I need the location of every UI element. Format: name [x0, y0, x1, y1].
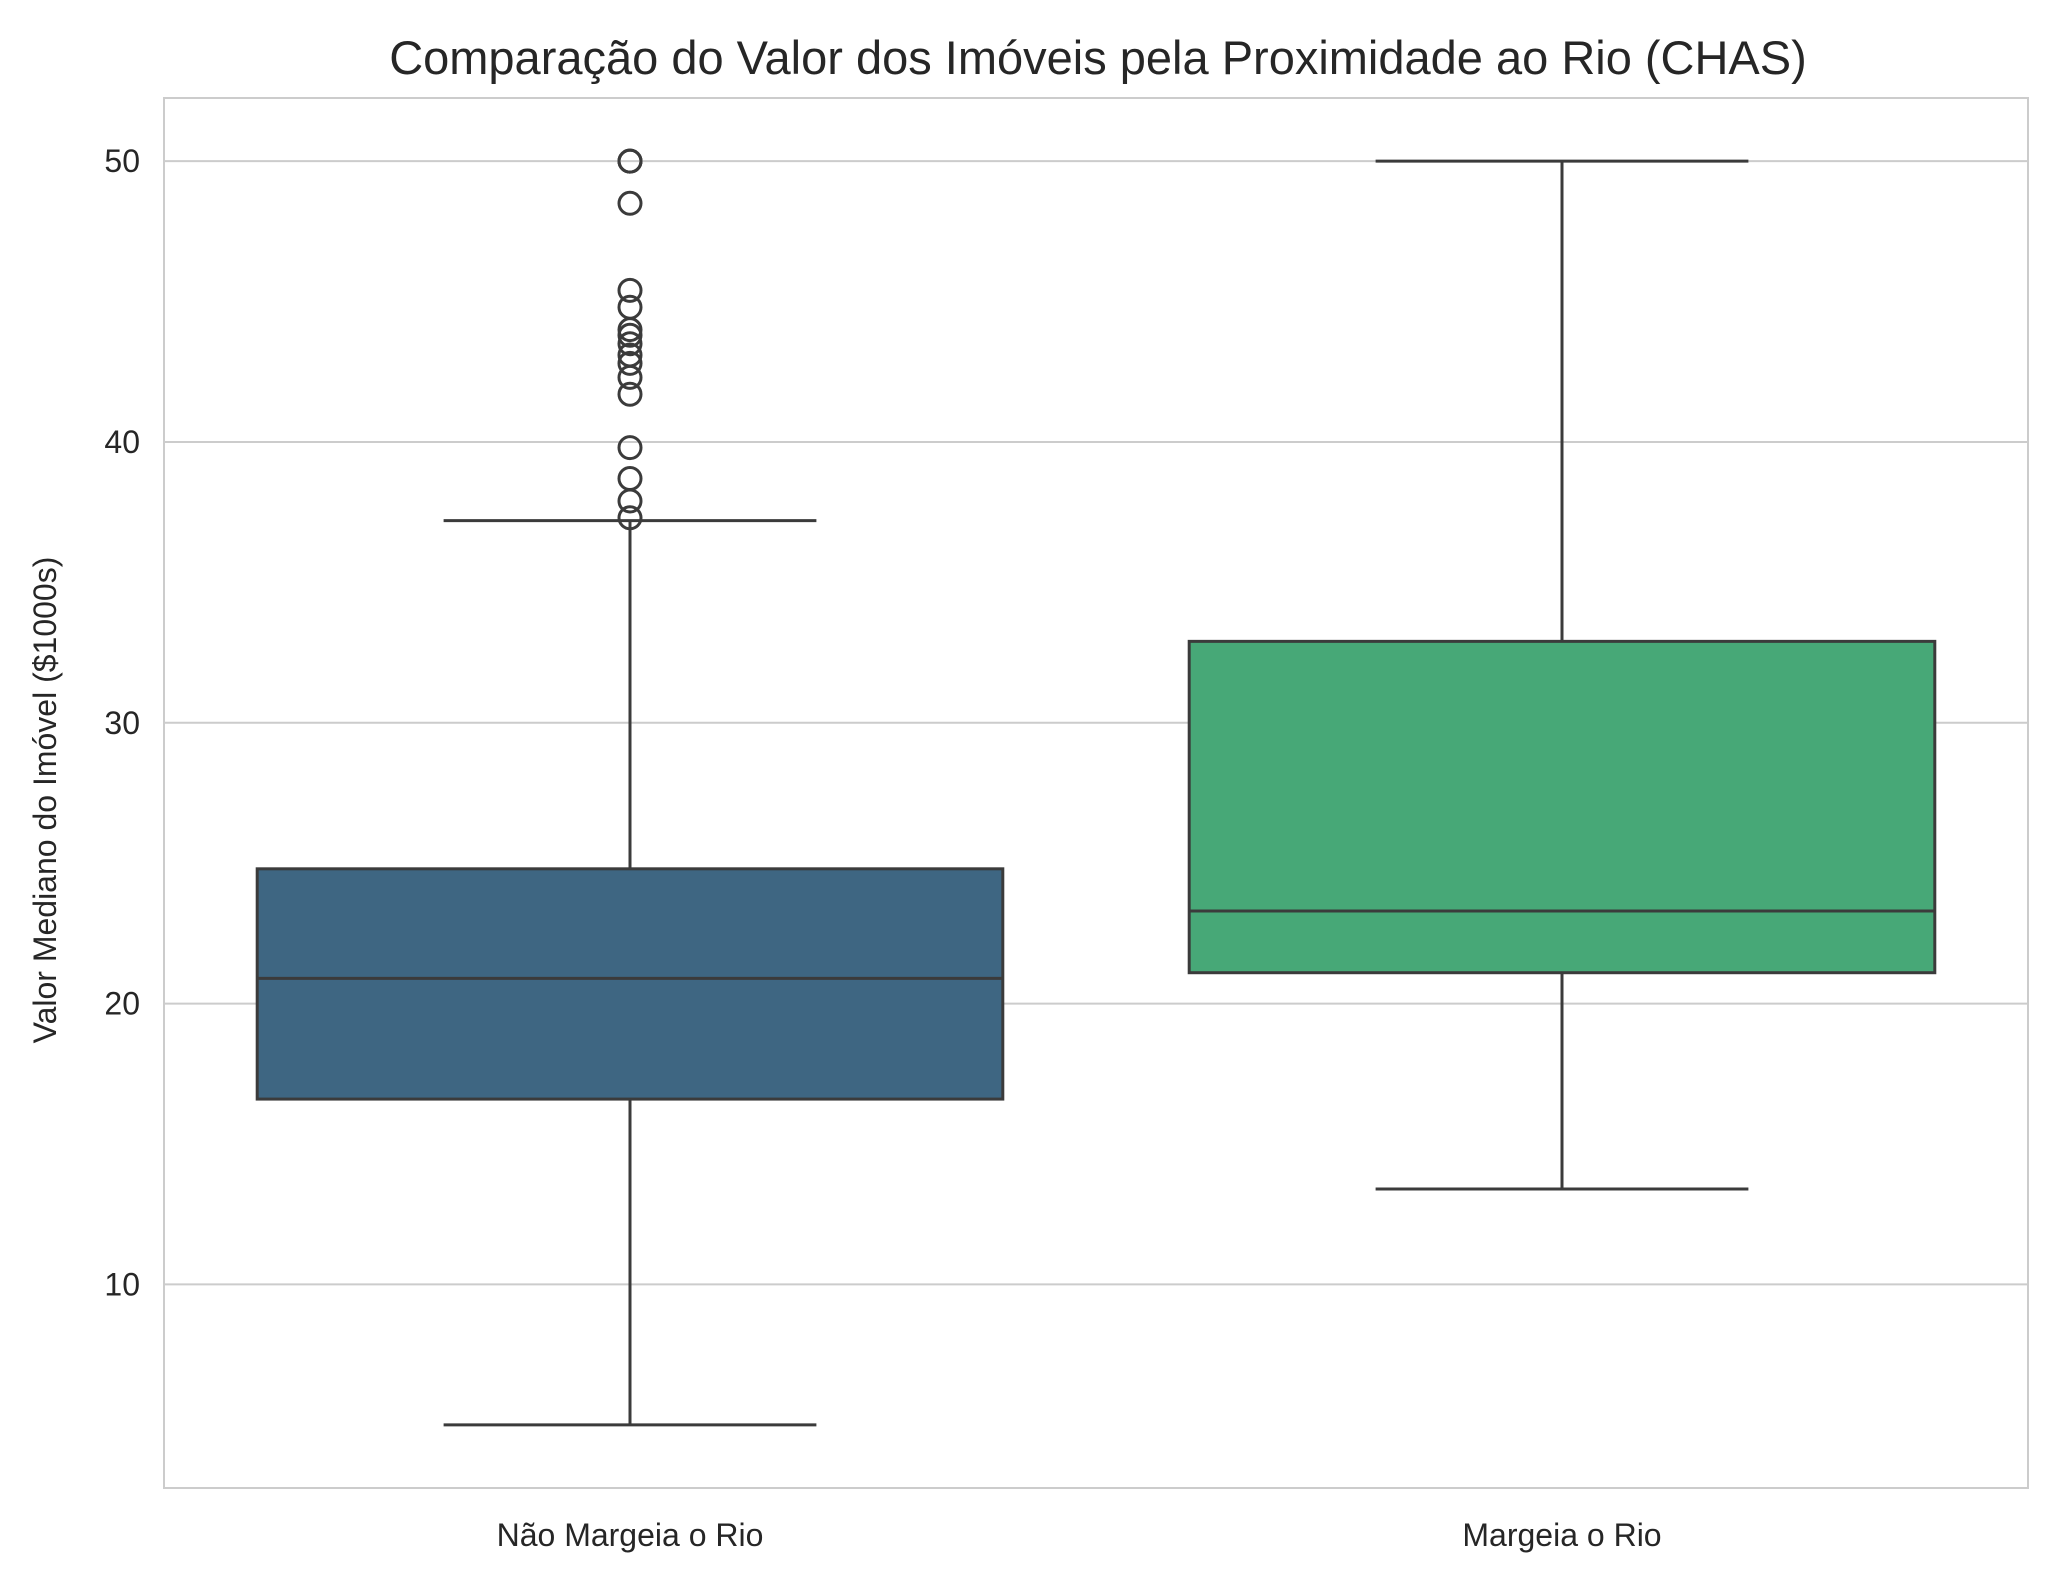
axis-ticks: 10 20 30 40 50 Não Margeia o Rio Margeia o Rio: [104, 143, 1661, 1553]
outlier-point: [617, 435, 643, 461]
outlier-point: [617, 381, 643, 407]
y-tick-label: 20: [104, 986, 140, 1022]
plot-elements: [255, 148, 1937, 1427]
plot-frame: [163, 97, 2029, 1489]
chart-title: Comparação do Valor dos Imóveis pela Pro…: [389, 31, 1807, 84]
x-tick-label: Não Margeia o Rio: [497, 1517, 764, 1553]
outlier-point: [617, 364, 643, 390]
iqr-box: [1187, 639, 1937, 975]
outlier-point: [617, 331, 643, 357]
y-tick-label: 10: [104, 1266, 140, 1302]
outlier-point: [617, 190, 643, 216]
outlier-point: [617, 322, 643, 348]
y-tick-label: 50: [104, 143, 140, 179]
iqr-box: [255, 867, 1005, 1101]
x-tick-label: Margeia o Rio: [1462, 1517, 1661, 1553]
outlier-point: [617, 350, 643, 376]
outlier-point: [617, 488, 643, 514]
y-tick-label: 30: [104, 705, 140, 741]
outlier-point: [617, 148, 643, 174]
outlier-point: [617, 277, 643, 303]
y-axis-label: Valor Mediano do Imóvel ($1000s): [27, 557, 63, 1044]
outlier-point: [617, 505, 643, 531]
y-tick-label: 40: [104, 424, 140, 460]
